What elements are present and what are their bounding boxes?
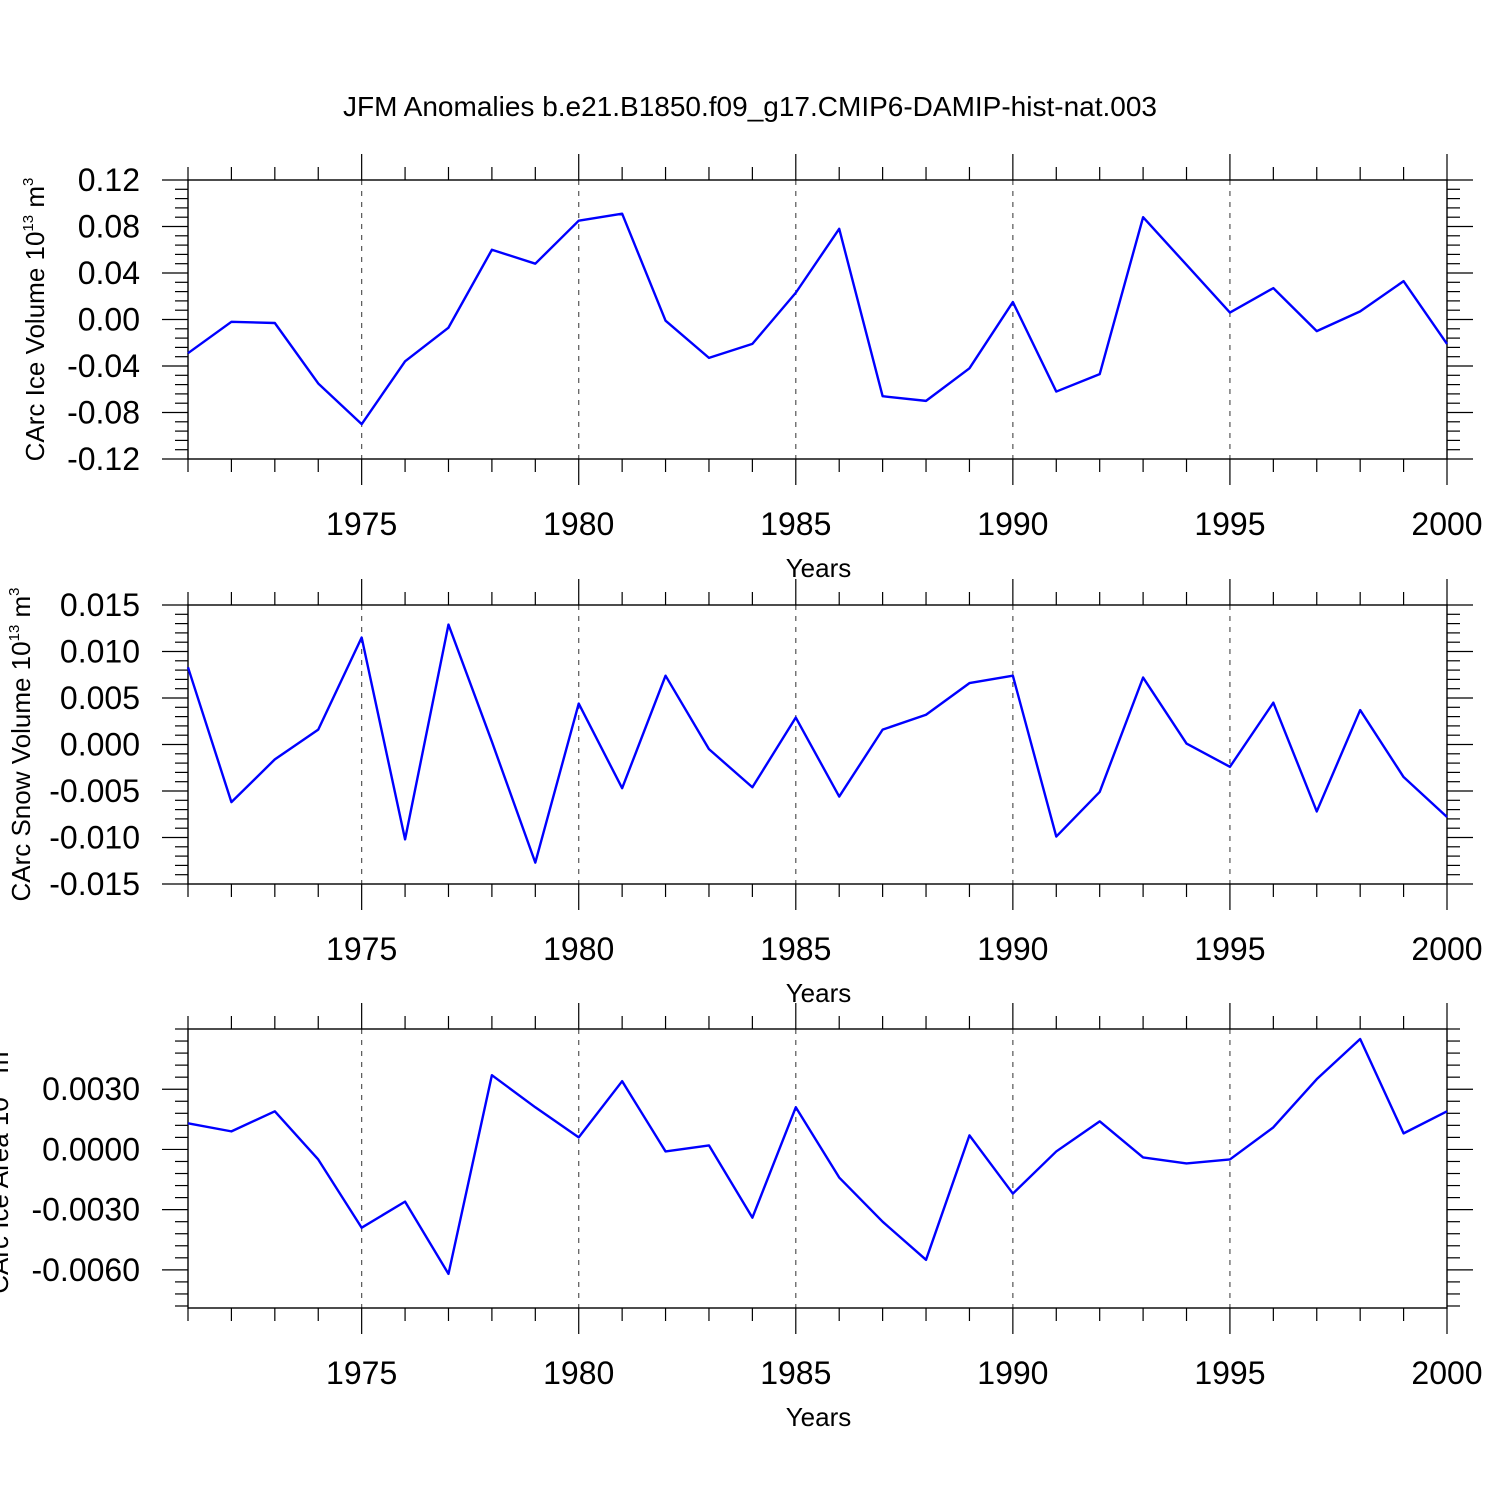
y-tick-label: 0.005 [60,680,140,716]
y-axis-title-exponent: 13 [0,1081,1,1098]
x-tick-label: 1975 [326,1355,397,1391]
y-axis-title-exponent: 13 [20,215,37,232]
y-axis-title-unit-exponent: 3 [6,587,23,595]
y-axis-title-text: CArc Ice Area 10 [0,1097,14,1294]
x-tick-label: 2000 [1411,506,1482,542]
y-tick-label: 0.12 [78,162,140,198]
x-tick-label: 1995 [1194,506,1265,542]
y-tick-label: 0.08 [78,209,140,245]
y-tick-label: 0.04 [78,255,140,291]
panel-1: 1975 1980 1985 1990 1995 2000 Years -0.12 -0.08 -… [20,154,1483,583]
x-tick-label: 1995 [1194,931,1265,967]
x-tick-label: 1985 [760,506,831,542]
x-tick-label: 1975 [326,506,397,542]
y-tick-label: -0.0030 [31,1192,140,1228]
y-axis-title-text: CArc Ice Volume 10 [20,232,50,462]
series-line [186,623,1448,864]
y-tick-label: 0.0000 [42,1131,140,1167]
y-axis-title: CArc Snow Volume 1013 m3 [6,587,36,901]
x-tick-label: 1975 [326,931,397,967]
panel-2: 1975 1980 1985 1990 1995 2000 Years -0.015 -0.01… [6,579,1483,1008]
y-axis-title-text: CArc Snow Volume 10 [6,641,36,901]
y-tick-label: -0.04 [67,348,140,384]
x-tick-label: 1980 [543,931,614,967]
y-tick-label: -0.005 [49,773,140,809]
y-tick-label: -0.015 [49,866,140,902]
series-line [187,1037,1448,1276]
y-tick-label: 0.010 [60,634,140,670]
y-axis-title-unit: m [0,1052,14,1081]
panel-3: 1975 1980 1985 1990 1995 2000 Years -0.0060 -0.0… [0,1003,1483,1432]
x-tick-label: 1990 [977,931,1048,967]
x-axis-title: Years [786,1402,852,1432]
series-line [187,212,1448,426]
x-axis-title: Years [786,553,852,583]
y-axis-title-unit: m [6,596,36,625]
x-tick-label: 1980 [543,1355,614,1391]
y-axis-title: CArc Ice Area 1013 m2 [0,1043,14,1293]
y-tick-label: 0.0030 [42,1071,140,1107]
x-axis-title: Years [786,978,852,1008]
y-tick-label: -0.010 [49,820,140,856]
y-tick-label: 0.00 [78,302,140,338]
y-tick-label: -0.0060 [31,1252,140,1288]
y-axis-title: CArc Ice Volume 1013 m3 [20,178,50,462]
y-tick-label: 0.015 [60,587,140,623]
x-tick-label: 1980 [543,506,614,542]
plot-frame [187,1028,1448,1309]
x-tick-label: 1990 [977,506,1048,542]
y-axis-title-exponent: 13 [6,625,23,642]
y-tick-label: 0.000 [60,727,140,763]
y-axis-title-unit-exponent: 2 [0,1043,1,1051]
chart-title: JFM Anomalies b.e21.B1850.f09_g17.CMIP6-… [343,91,1157,122]
y-tick-label: -0.12 [67,441,140,477]
y-tick-label: -0.08 [67,395,140,431]
plot-frame [187,179,1448,460]
y-axis-title-unit-exponent: 3 [20,178,37,186]
y-axis-title-unit: m [20,186,50,215]
x-tick-label: 1990 [977,1355,1048,1391]
x-tick-label: 1985 [760,931,831,967]
x-tick-label: 2000 [1411,1355,1482,1391]
x-tick-label: 1985 [760,1355,831,1391]
x-tick-label: 2000 [1411,931,1482,967]
plot-frame [187,604,1448,885]
x-tick-label: 1995 [1194,1355,1265,1391]
